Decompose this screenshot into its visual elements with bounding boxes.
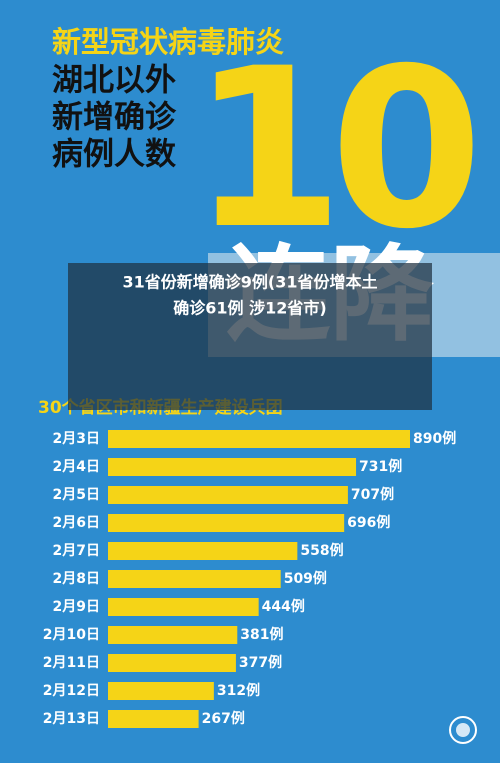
value-label: 381例 — [240, 626, 283, 643]
bar — [108, 430, 410, 448]
category-label: 2月7日 — [53, 543, 100, 559]
category-label: 2月13日 — [43, 711, 100, 727]
category-label: 2月6日 — [53, 515, 100, 531]
bar — [108, 598, 259, 616]
title-line: 湖北以外 — [52, 63, 176, 99]
bar — [108, 514, 345, 532]
category-label: 2月12日 — [43, 683, 100, 699]
value-label: 377例 — [239, 654, 282, 671]
bar — [108, 682, 214, 700]
caption-box — [68, 263, 432, 410]
category-label: 2月4日 — [53, 459, 100, 475]
value-label: 696例 — [347, 514, 390, 531]
category-label: 2月3日 — [53, 431, 100, 447]
bar — [108, 710, 199, 728]
caption-line: 31省份新增确诊9例(31省份增本土 — [123, 273, 378, 292]
value-label: 890例 — [413, 430, 456, 447]
category-label: 2月11日 — [43, 655, 100, 671]
category-label: 2月9日 — [53, 599, 100, 615]
value-label: 707例 — [351, 486, 394, 503]
value-label: 558例 — [300, 542, 343, 559]
bar — [108, 458, 357, 476]
value-label: 731例 — [359, 458, 402, 475]
category-label: 2月8日 — [53, 571, 100, 587]
bar — [108, 486, 348, 504]
value-label: 312例 — [217, 682, 260, 699]
logo — [449, 716, 477, 744]
highlight-number: 10 — [191, 21, 473, 277]
poster-title: 新型冠状病毒肺炎 — [52, 25, 284, 59]
caption-line: 确诊61例 涉12省市) — [173, 299, 326, 318]
bar — [108, 570, 281, 588]
value-label: 509例 — [284, 570, 327, 587]
category-label: 2月5日 — [53, 487, 100, 503]
bar — [108, 626, 238, 644]
title-line: 新增确诊 — [52, 100, 177, 136]
value-label: 444例 — [262, 598, 305, 615]
category-label: 2月10日 — [43, 627, 100, 643]
value-label: 267例 — [202, 710, 245, 727]
bar — [108, 542, 298, 560]
title-line: 病例人数 — [52, 137, 176, 173]
bar — [108, 654, 236, 672]
